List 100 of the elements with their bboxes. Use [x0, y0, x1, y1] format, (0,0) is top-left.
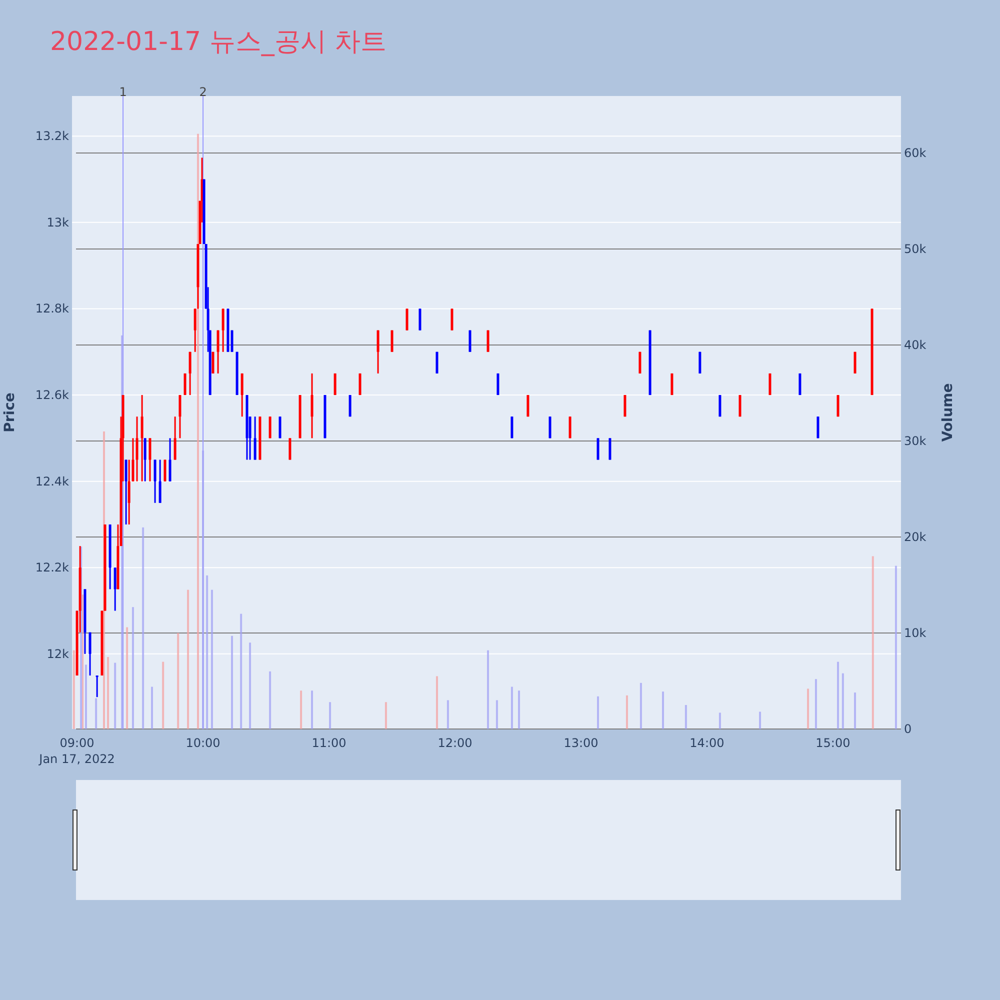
- candlestick: [174, 416, 176, 460]
- candlestick: [164, 459, 166, 482]
- bar: [107, 657, 110, 729]
- candlestick: [128, 459, 130, 526]
- candlestick: [436, 351, 438, 374]
- bar: [132, 607, 134, 729]
- bar: [518, 690, 520, 729]
- x-tick-label: 13:00: [564, 736, 598, 750]
- bar: [210, 590, 213, 729]
- bar: [626, 695, 628, 729]
- bar: [684, 705, 687, 729]
- candlestick: [510, 416, 514, 439]
- candlestick: [376, 330, 380, 374]
- candlestick: [486, 330, 490, 353]
- bar: [510, 686, 513, 729]
- bar: [662, 692, 664, 729]
- candlestick: [178, 394, 182, 439]
- text: Jan 17, 2022: [38, 752, 115, 766]
- candlestick: [624, 394, 626, 418]
- bar: [597, 696, 599, 729]
- candlestick: [240, 372, 244, 418]
- candlestick: [114, 566, 116, 612]
- bar: [894, 566, 897, 729]
- candlestick: [816, 416, 820, 439]
- candlestick: [268, 416, 272, 439]
- bar: [231, 636, 234, 729]
- y2-tick-label: 20k: [904, 530, 926, 544]
- candlestick: [194, 308, 196, 353]
- y2-tick-label: 60k: [904, 146, 926, 160]
- bar: [95, 698, 98, 729]
- x-tick-label: 14:00: [690, 736, 724, 750]
- x-tick-label: 12:00: [438, 736, 472, 750]
- candlestick: [310, 372, 314, 439]
- candlestick: [718, 394, 722, 418]
- candlestick: [548, 416, 552, 439]
- candlestick: [96, 674, 98, 698]
- bar: [854, 692, 856, 729]
- bar: [206, 575, 208, 729]
- bar: [177, 633, 180, 729]
- candlestick: [418, 308, 422, 332]
- bar: [311, 690, 314, 729]
- bar: [329, 702, 332, 729]
- candlestick: [738, 394, 742, 418]
- bar: [151, 686, 153, 729]
- candlestick: [148, 437, 152, 482]
- bar: [640, 682, 642, 729]
- candlestick: [136, 416, 138, 482]
- candlestick: [278, 416, 282, 439]
- y-tick-label: 12.8k: [35, 302, 70, 316]
- bar: [872, 556, 874, 729]
- y-tick-label: 12.4k: [35, 474, 70, 488]
- candlestick: [216, 330, 220, 374]
- y2-tick-label: 40k: [904, 338, 926, 352]
- candlestick: [406, 308, 408, 332]
- y2-tick-label: 0: [904, 722, 912, 736]
- y2-tick-label: 30k: [904, 434, 926, 448]
- candlestick: [254, 416, 256, 460]
- bar: [842, 673, 844, 729]
- y-tick-label: 13.2k: [35, 129, 70, 144]
- annotation: 1: [119, 85, 127, 99]
- candlestick: [222, 308, 224, 353]
- bar: [807, 688, 810, 729]
- candlestick: [144, 437, 146, 482]
- bar: [487, 650, 490, 729]
- bar: [446, 700, 449, 729]
- bar: [718, 712, 721, 729]
- candlestick: [348, 394, 352, 418]
- bar: [114, 662, 116, 729]
- bar: [269, 671, 272, 729]
- chart-title: 2022-01-17 뉴스_공시 차트: [50, 27, 387, 57]
- x-tick-label: 09:00: [60, 736, 94, 750]
- bar: [187, 590, 190, 729]
- candlestick: [596, 437, 600, 460]
- candlestick: [212, 351, 214, 374]
- y-tick-label: 12k: [46, 646, 70, 661]
- y2-axis-title: Volume: [940, 383, 956, 442]
- bar: [759, 712, 762, 729]
- bar: [837, 662, 840, 729]
- candlestick: [124, 459, 128, 526]
- candlestick: [526, 394, 530, 418]
- bar: [142, 527, 144, 729]
- candlestick: [450, 308, 454, 332]
- candlestick: [568, 416, 572, 439]
- candlestick: [154, 459, 156, 504]
- annotation: 2: [199, 85, 207, 99]
- bar: [300, 690, 302, 729]
- bar: [249, 642, 252, 729]
- x-tick-label: 15:00: [816, 736, 850, 750]
- candlestick: [638, 351, 642, 374]
- candlestick: [88, 632, 92, 676]
- candlestick: [230, 330, 234, 353]
- candlestick: [608, 437, 612, 460]
- bar: [384, 702, 387, 729]
- bar: [72, 650, 75, 729]
- candlestick: [140, 394, 144, 482]
- bar: [814, 679, 817, 729]
- x-tick-label: 11:00: [312, 736, 346, 750]
- bar: [84, 664, 87, 729]
- candlestick: [158, 459, 162, 504]
- bar: [162, 662, 164, 729]
